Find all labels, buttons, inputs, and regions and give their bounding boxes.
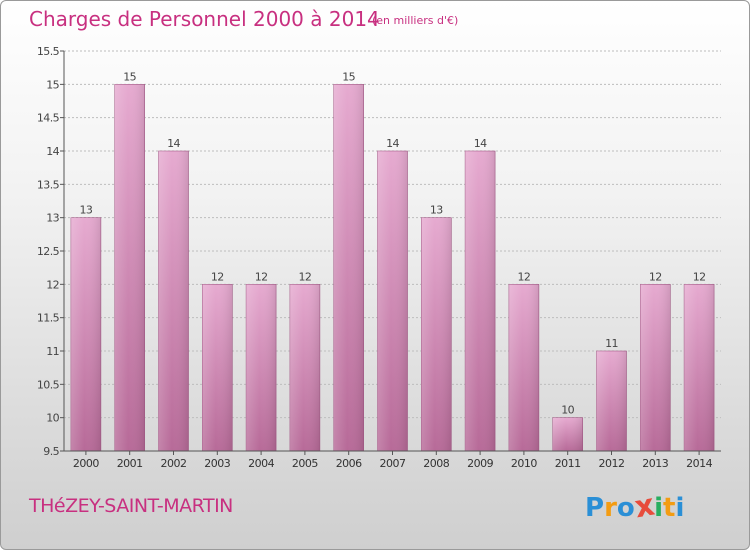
bar-shade [684,284,715,451]
bar-value-label: 13 [430,204,443,217]
bar-value-label: 10 [561,404,574,417]
x-tick-label: 2001 [117,457,143,470]
y-tick-label: 14.5 [37,112,60,125]
y-tick-label: 11.5 [37,312,60,325]
y-tick-label: 9.5 [43,445,59,458]
bar-shade [640,284,671,451]
bar-shade [246,284,277,451]
x-tick-label: 2004 [248,457,274,470]
logo-letter: t [663,493,676,523]
y-tick-label: 11 [46,345,59,358]
bar-value-label: 14 [167,137,180,150]
bar-value-label: 12 [693,270,706,283]
x-tick-label: 2000 [73,457,99,470]
bar-value-label: 12 [517,270,530,283]
y-tick-label: 14 [46,145,59,158]
x-tick-label: 2005 [292,457,318,470]
y-tick-label: 10.5 [37,378,60,391]
x-tick-label: 2006 [336,457,362,470]
y-tick-label: 13.5 [37,178,60,191]
x-tick-label: 2012 [599,457,625,470]
bar-value-label: 11 [605,337,618,350]
x-tick-label: 2009 [467,457,493,470]
bar-shade [114,84,145,451]
y-tick-label: 15.5 [37,45,60,58]
logo-letter: o [616,493,635,523]
y-axis: 9.5 10 10.5 11 11.5 12 12.5 13 13.5 14 14.5 15 15.5 [37,45,65,458]
bar-value-label: 12 [255,270,268,283]
bar-value-label: 14 [386,137,399,150]
bar-shade [596,351,627,451]
logo-letter: i [675,493,685,523]
bars: 13 15 14 12 12 12 15 14 13 14 12 10 11 12 12 [70,70,715,452]
bar-shade [202,284,233,451]
bar-shade [333,84,364,451]
bar-value-label: 13 [79,204,92,217]
chart-title: Charges de Personnel 2000 à 2014 [29,7,380,31]
y-tick-label: 15 [46,78,59,91]
bar-shade [508,284,539,451]
bar-value-label: 15 [342,70,355,83]
bar-shade [552,417,583,451]
x-tick-label: 2007 [380,457,406,470]
proxiti-logo: Proxiti [585,488,685,526]
logo-letter: r [604,493,617,523]
bar-value-label: 15 [123,70,136,83]
y-tick-label: 10 [46,412,59,425]
y-tick-label: 12.5 [37,245,60,258]
chart-unit: (en milliers d'€) [372,14,459,27]
bar-value-label: 12 [211,270,224,283]
bar-shade [70,217,101,451]
bar-shade [158,151,189,451]
x-tick-label: 2013 [642,457,668,470]
x-tick-label: 2011 [555,457,581,470]
bar-shade [289,284,320,451]
bar-value-label: 12 [298,270,311,283]
logo-letter: P [585,493,605,523]
bar-value-label: 12 [649,270,662,283]
y-tick-label: 12 [46,278,59,291]
x-tick-label: 2008 [423,457,449,470]
x-tick-label: 2003 [204,457,230,470]
x-axis: 2000 2001 2002 2003 2004 2005 2006 2007 2008 2009… [64,450,721,470]
bar-shade [465,151,496,451]
x-tick-label: 2002 [161,457,187,470]
y-tick-label: 13 [46,212,59,225]
x-tick-label: 2010 [511,457,537,470]
bar-shade [421,217,452,451]
place-name: THéZEY-SAINT-MARTIN [29,495,233,517]
x-tick-label: 2014 [686,457,712,470]
bar-value-label: 14 [474,137,487,150]
bar-shade [377,151,408,451]
logo-letter: i [654,493,664,523]
